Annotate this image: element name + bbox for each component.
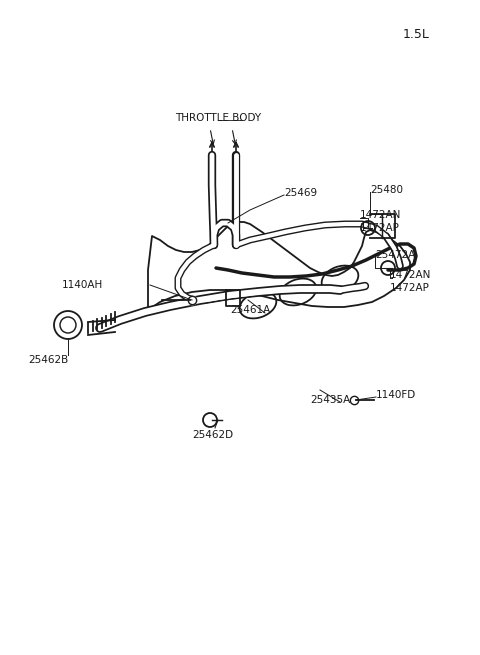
Text: 1.5L: 1.5L [403, 28, 430, 41]
Text: 1472AP: 1472AP [390, 283, 430, 293]
Text: 25480: 25480 [370, 185, 403, 195]
Text: 25435A: 25435A [310, 395, 350, 405]
Text: 1140AH: 1140AH [62, 280, 103, 290]
Text: 25472A: 25472A [375, 250, 415, 260]
Text: 25469: 25469 [284, 188, 317, 198]
Text: 25461A: 25461A [230, 305, 270, 315]
Text: 1472AN: 1472AN [390, 270, 432, 280]
Text: 1472AN: 1472AN [360, 210, 401, 220]
Text: 25462B: 25462B [28, 355, 68, 365]
Text: 1140FD: 1140FD [376, 390, 416, 400]
Text: 1472AP: 1472AP [360, 223, 400, 233]
Text: 25462D: 25462D [192, 430, 233, 440]
Text: THROTTLE BODY: THROTTLE BODY [175, 113, 261, 123]
